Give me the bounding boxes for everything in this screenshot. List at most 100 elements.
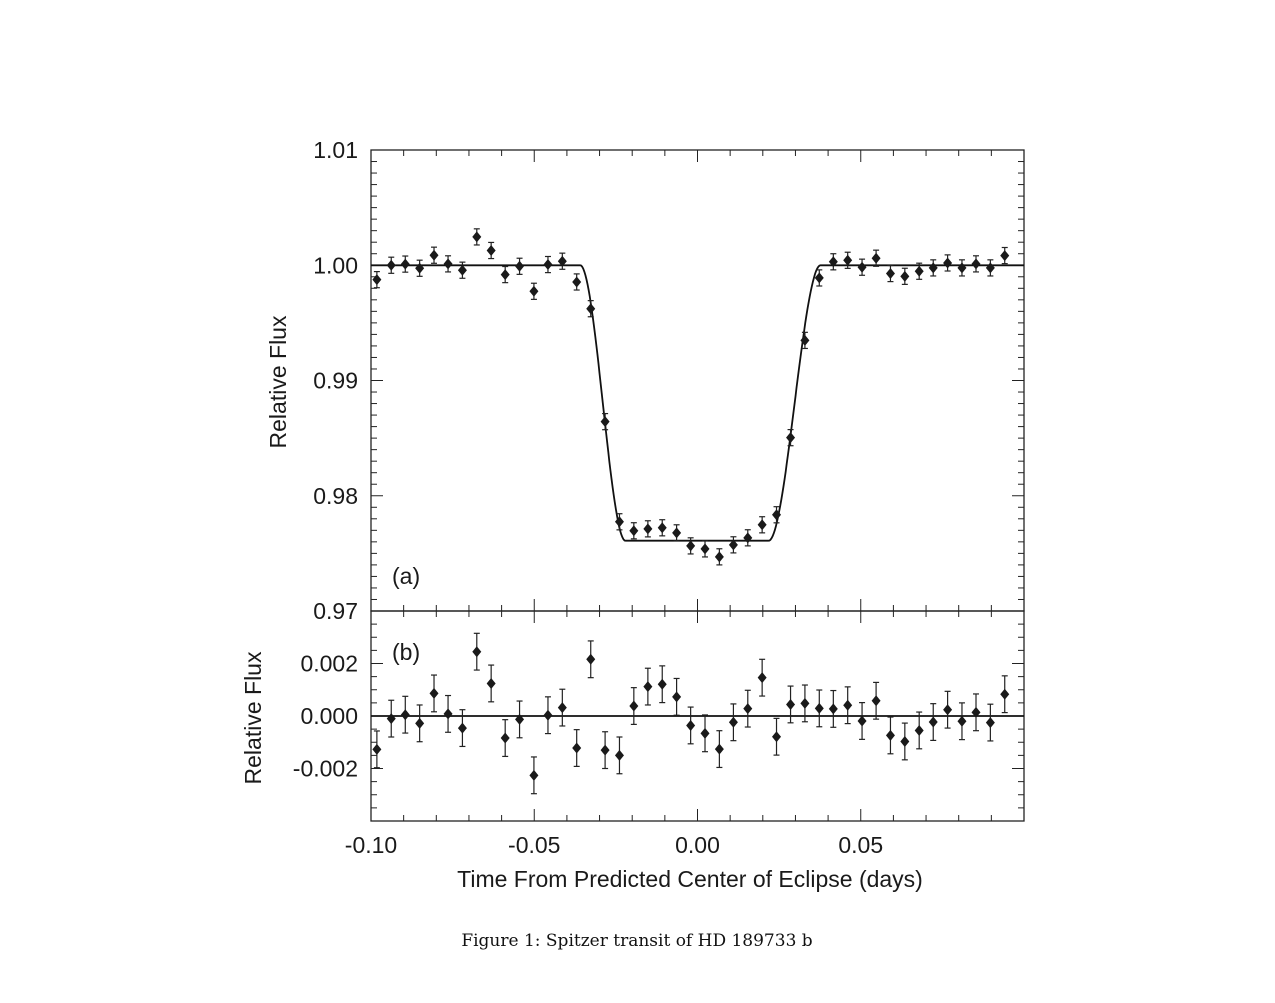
data-point-residual [572,742,582,754]
y-tick-label: 0.002 [300,651,358,677]
data-point-flux [772,509,782,521]
data-point-residual [586,653,596,665]
data-point-residual [400,709,410,721]
data-point-residual [914,724,924,736]
x-tick-label: 0.05 [838,832,883,858]
data-point-residual [614,749,624,761]
data-point-flux [871,252,881,264]
data-point-flux [885,268,895,280]
y-tick-label: 1.01 [313,137,358,163]
data-point-residual [985,717,995,729]
data-point-residual [372,743,382,755]
y-tick-label: 0.000 [300,703,358,729]
data-point-flux [500,269,510,281]
xlabel: Time From Predicted Center of Eclipse (d… [457,866,923,892]
data-point-flux [572,276,582,288]
data-point-flux [557,255,567,267]
figure-caption: Figure 1: Spitzer transit of HD 189733 b [461,931,812,951]
data-point-residual [757,672,767,684]
data-point-residual [386,713,396,725]
data-point-residual [800,697,810,709]
data-point-flux [800,334,810,346]
data-point-flux [900,270,910,282]
data-point-residual [672,691,682,703]
y-tick-label: 0.99 [313,368,358,394]
bottom-ylabel: Relative Flux [240,651,266,784]
data-point-residual [600,744,610,756]
data-point-residual [557,702,567,714]
y-tick-label: 0.97 [313,598,358,624]
data-point-flux [786,432,796,444]
data-point-residual [457,722,467,734]
data-point-residual [957,715,967,727]
data-point-flux [386,259,396,271]
y-tick-label: 0.98 [313,483,358,509]
data-point-residual [743,703,753,715]
panel-label-a: (a) [392,563,420,589]
x-tick-label: -0.05 [508,832,560,858]
data-point-flux [643,523,653,535]
data-point-residual [928,716,938,728]
data-point-residual [828,703,838,715]
data-point-residual [943,704,953,716]
data-point-residual [843,699,853,711]
y-tick-label: 1.00 [313,252,358,278]
data-point-flux [429,249,439,261]
data-point-flux [529,285,539,297]
data-point-flux [928,262,938,274]
data-point-residual [857,715,867,727]
data-point-flux [657,522,667,534]
data-point-flux [957,262,967,274]
data-point-flux [728,539,738,551]
data-point-flux [914,265,924,277]
data-point-flux [985,262,995,274]
data-point-residual [871,695,881,707]
data-point-flux [629,525,639,537]
data-point-residual [728,716,738,728]
data-point-residual [486,677,496,689]
data-point-flux [857,261,867,273]
data-point-residual [700,727,710,739]
data-point-flux [472,231,482,243]
data-point-flux [686,540,696,552]
data-point-flux [372,274,382,286]
data-point-flux [600,416,610,428]
data-point-flux [743,532,753,544]
data-point-residual [515,713,525,725]
data-point-flux [443,258,453,270]
data-point-flux [672,527,682,539]
y-tick-label: -0.002 [293,756,358,782]
panel-label-b: (b) [392,639,420,665]
data-point-flux [700,543,710,555]
data-point-flux [843,254,853,266]
plot-frame-a [370,149,1025,612]
data-point-residual [1000,688,1010,700]
data-point-flux [486,244,496,256]
data-point-residual [900,735,910,747]
data-point-flux [614,516,624,528]
data-point-residual [686,719,696,731]
data-point-flux [828,256,838,268]
x-tick-label: -0.10 [345,832,397,858]
data-point-residual [415,717,425,729]
data-point-flux [586,303,596,315]
data-point-residual [429,687,439,699]
data-point-flux [515,260,525,272]
data-point-residual [443,708,453,720]
top-ylabel: Relative Flux [265,315,291,448]
data-point-flux [543,259,553,271]
data-point-residual [543,709,553,721]
data-point-flux [757,519,767,531]
data-point-flux [415,262,425,274]
data-point-flux [714,551,724,563]
data-point-residual [657,678,667,690]
data-point-residual [885,729,895,741]
data-point-flux [1000,250,1010,262]
data-point-flux [400,258,410,270]
data-point-residual [772,731,782,743]
data-point-residual [500,732,510,744]
data-point-residual [643,681,653,693]
data-point-residual [971,706,981,718]
x-tick-label: 0.00 [675,832,720,858]
